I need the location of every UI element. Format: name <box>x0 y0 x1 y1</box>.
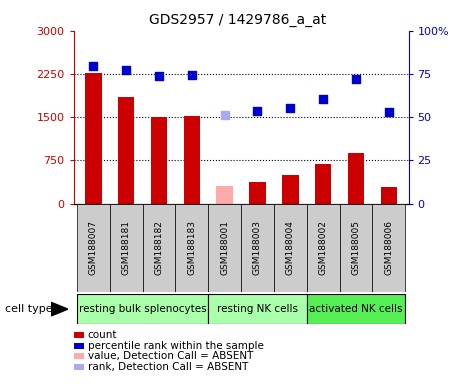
Bar <box>307 294 405 324</box>
Bar <box>315 164 332 204</box>
Bar <box>77 294 208 324</box>
Bar <box>142 204 175 292</box>
Text: resting bulk splenocytes: resting bulk splenocytes <box>79 304 206 314</box>
Text: rank, Detection Call = ABSENT: rank, Detection Call = ABSENT <box>88 362 248 372</box>
Bar <box>208 204 241 292</box>
Bar <box>372 204 405 292</box>
Bar <box>85 73 102 204</box>
Bar <box>348 154 364 204</box>
Point <box>385 109 393 115</box>
Text: resting NK cells: resting NK cells <box>217 304 298 314</box>
Text: activated NK cells: activated NK cells <box>309 304 403 314</box>
Text: GDS2957 / 1429786_a_at: GDS2957 / 1429786_a_at <box>149 13 326 27</box>
Point <box>123 68 130 74</box>
Bar <box>151 117 167 204</box>
Point <box>221 112 228 118</box>
Bar <box>208 294 307 324</box>
Point <box>254 108 261 114</box>
Text: GSM188004: GSM188004 <box>286 220 295 275</box>
Text: GSM188183: GSM188183 <box>187 220 196 275</box>
Bar <box>184 116 200 204</box>
Text: GSM188181: GSM188181 <box>122 220 131 275</box>
Text: GSM188005: GSM188005 <box>352 220 361 275</box>
Bar <box>77 204 110 292</box>
Polygon shape <box>51 302 68 316</box>
Bar <box>217 186 233 204</box>
Text: cell type: cell type <box>5 304 52 314</box>
Bar <box>249 182 266 204</box>
Point <box>319 96 327 102</box>
Point <box>155 73 163 79</box>
Bar <box>118 97 134 204</box>
Bar <box>307 204 340 292</box>
Bar <box>274 204 307 292</box>
Text: GSM188006: GSM188006 <box>384 220 393 275</box>
Bar <box>175 204 208 292</box>
Text: count: count <box>88 330 117 340</box>
Point <box>352 76 360 82</box>
Text: GSM188002: GSM188002 <box>319 220 328 275</box>
Bar <box>282 175 298 204</box>
Text: GSM188007: GSM188007 <box>89 220 98 275</box>
Bar <box>340 204 372 292</box>
Text: value, Detection Call = ABSENT: value, Detection Call = ABSENT <box>88 351 253 361</box>
Point <box>89 63 97 70</box>
Point <box>188 72 196 78</box>
Point <box>286 106 294 112</box>
Text: percentile rank within the sample: percentile rank within the sample <box>88 341 264 351</box>
Text: GSM188003: GSM188003 <box>253 220 262 275</box>
Bar <box>380 187 397 204</box>
Text: GSM188001: GSM188001 <box>220 220 229 275</box>
Bar <box>241 204 274 292</box>
Text: GSM188182: GSM188182 <box>154 220 163 275</box>
Bar <box>110 204 142 292</box>
